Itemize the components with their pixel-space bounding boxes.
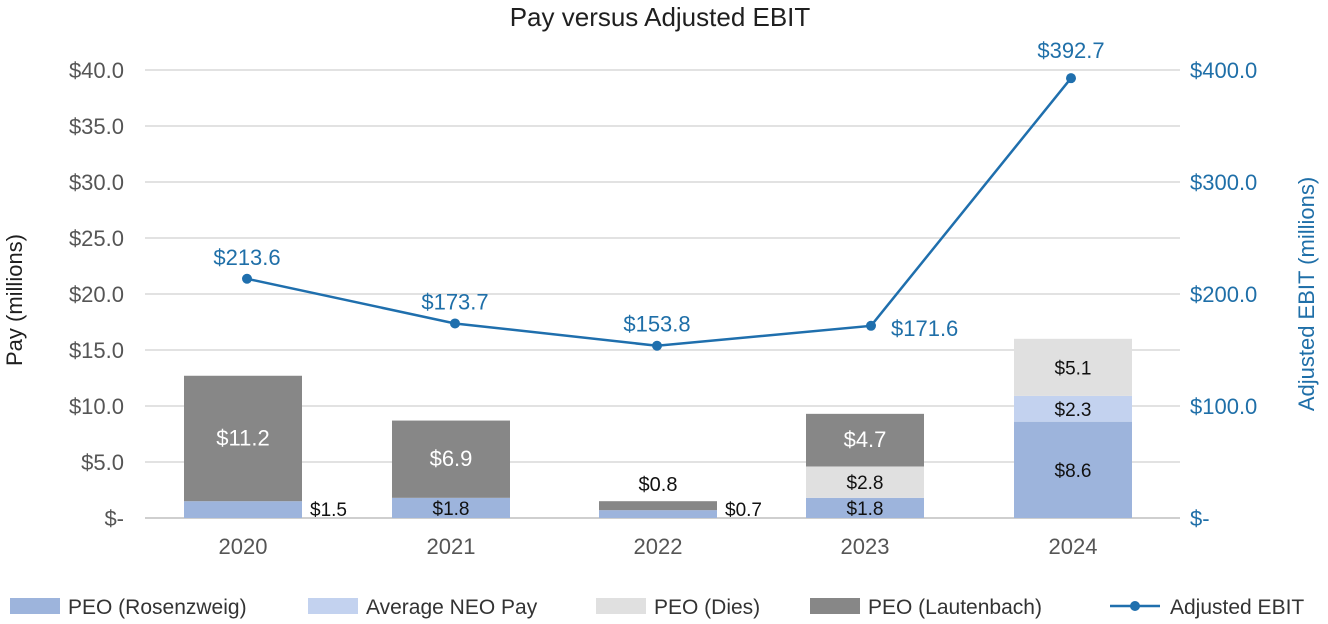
bar-segment	[599, 501, 717, 511]
legend-item: PEO (Lautenbach)	[810, 596, 1042, 619]
legend-swatch	[308, 598, 358, 614]
data-label: $1.8	[433, 499, 470, 520]
data-label: $1.8	[847, 499, 884, 520]
ebit-data-label: $173.7	[421, 289, 488, 314]
data-label: $2.3	[1055, 400, 1092, 421]
legend-label: PEO (Lautenbach)	[868, 596, 1042, 619]
stacked-bars: $1.5 $11.2 $1.8 $6.9 $0.7 $0.8 $1.8 $2.8 $4.7 $8.…	[184, 338, 1132, 521]
legend-item: Average NEO Pay	[308, 596, 538, 619]
y-tick-label: $30.0	[69, 170, 124, 195]
legend-label: Adjusted EBIT	[1170, 596, 1304, 619]
ebit-point	[450, 318, 460, 329]
y2-tick-label: $400.0	[1190, 58, 1257, 83]
y-axis-title: Pay (millions)	[2, 234, 27, 366]
ebit-data-label: $392.7	[1037, 38, 1104, 63]
legend-label: PEO (Dies)	[654, 596, 760, 619]
y-tick-label: $40.0	[69, 58, 124, 83]
legend-item: PEO (Dies)	[596, 596, 760, 619]
bar-segment	[599, 510, 717, 518]
data-label: $5.1	[1055, 358, 1092, 379]
y2-tick-label: $300.0	[1190, 170, 1257, 195]
ebit-point	[866, 320, 876, 331]
bar-segment	[1014, 421, 1132, 518]
bar-segment	[1014, 395, 1132, 422]
bar-segment	[1014, 338, 1132, 396]
bar-segment	[806, 497, 924, 518]
x-tick-label: 2022	[634, 534, 683, 559]
x-tick-label: 2024	[1049, 534, 1098, 559]
data-label: $11.2	[216, 425, 269, 450]
legend-marker	[1130, 601, 1140, 611]
y-tick-label: $5.0	[81, 450, 124, 475]
legend: PEO (Rosenzweig) Average NEO Pay PEO (Dies…	[10, 596, 1304, 619]
data-label: $1.5	[310, 500, 347, 521]
data-label: $0.8	[639, 474, 678, 496]
x-tick-label: 2021	[427, 534, 476, 559]
y-tick-label: $25.0	[69, 226, 124, 251]
y2-tick-label: $100.0	[1190, 394, 1257, 419]
y-tick-label: $15.0	[69, 338, 124, 363]
y-tick-label: $10.0	[69, 394, 124, 419]
ebit-point	[242, 273, 252, 284]
data-label: $2.8	[847, 473, 884, 494]
x-tick-label: 2023	[841, 534, 890, 559]
bar-segment	[806, 413, 924, 467]
data-label: $8.6	[1055, 461, 1092, 482]
bar-segment	[392, 420, 510, 498]
legend-label: PEO (Rosenzweig)	[68, 596, 247, 619]
data-label: $0.7	[725, 500, 762, 521]
ebit-data-label: $213.6	[213, 245, 280, 270]
legend-swatch	[10, 598, 60, 614]
bar-segment	[184, 375, 302, 502]
bar-segment	[184, 501, 302, 518]
legend-swatch	[596, 598, 646, 614]
legend-item: PEO (Rosenzweig)	[10, 596, 247, 619]
axes: $- $5.0 $10.0 $15.0 $20.0 $25.0 $30.0 $35.0 $40.…	[2, 58, 1319, 559]
chart-title: Pay versus Adjusted EBIT	[510, 2, 811, 32]
data-label: $6.9	[430, 446, 473, 471]
bar-segment	[806, 466, 924, 498]
ebit-point	[1066, 73, 1076, 84]
y2-axis-title: Adjusted EBIT (millions)	[1294, 177, 1319, 411]
ebit-point	[652, 340, 662, 351]
legend-swatch	[810, 598, 860, 614]
y2-tick-label: $-	[1190, 506, 1210, 531]
ebit-data-label: $153.8	[623, 312, 690, 337]
bar-segment	[392, 497, 510, 518]
x-tick-label: 2020	[219, 534, 268, 559]
y-tick-label: $35.0	[69, 114, 124, 139]
legend-item: Adjusted EBIT	[1110, 596, 1304, 619]
ebit-line: $213.6 $173.7 $153.8 $171.6 $392.7	[213, 38, 1105, 351]
ebit-line-path	[246, 77, 1072, 348]
y2-tick-label: $200.0	[1190, 282, 1257, 307]
ebit-data-label: $171.6	[891, 316, 958, 341]
y-tick-label: $-	[104, 506, 124, 531]
legend-label: Average NEO Pay	[366, 596, 538, 619]
data-label: $4.7	[844, 427, 887, 452]
y-tick-label: $20.0	[69, 282, 124, 307]
